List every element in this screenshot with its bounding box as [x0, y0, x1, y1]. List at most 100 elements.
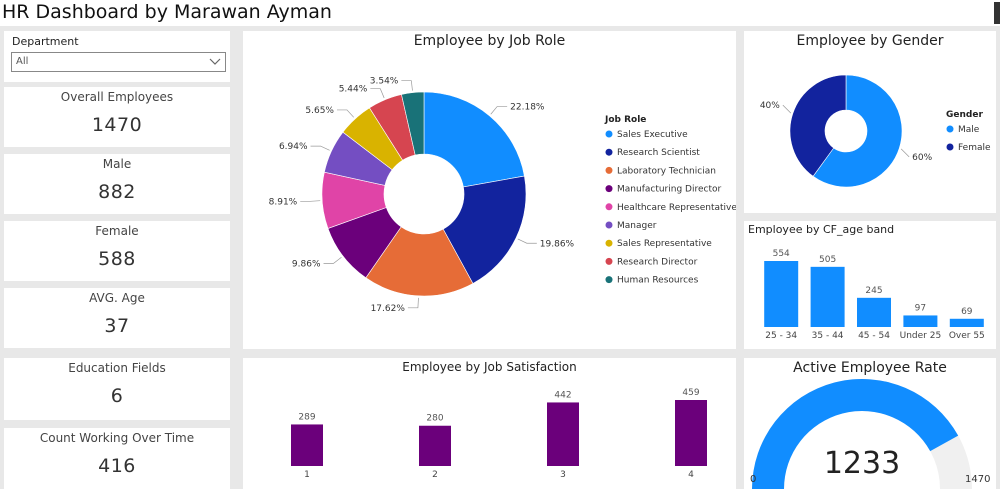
legend-label: Manager [617, 221, 657, 231]
legend-label: Research Scientist [617, 148, 700, 158]
department-dropdown[interactable]: All [11, 52, 226, 72]
chart-title: Employee by Job Role [413, 33, 566, 49]
gender-chart-card: Employee by Gender 60% 40% Gender Male Femal… [744, 31, 996, 213]
legend-marker [605, 221, 613, 229]
legend-marker [605, 130, 613, 138]
legend-label: Female [958, 143, 991, 153]
chart-title: Employee by Gender [796, 33, 944, 49]
leader-line [407, 297, 419, 309]
leader-line [323, 256, 342, 264]
legend-label: Laboratory Technician [617, 166, 716, 176]
data-label: 6.94% [279, 142, 308, 152]
tick-label: 45 - 54 [858, 331, 890, 341]
leader-line [336, 109, 354, 118]
legend-label: Research Director [617, 257, 698, 267]
gauge-value: 1233 [824, 446, 900, 481]
data-label: 505 [819, 255, 836, 265]
tick-label: 25 - 34 [765, 331, 797, 341]
tick-label: 35 - 44 [812, 331, 844, 341]
legend-title: Gender [946, 110, 983, 120]
legend-item[interactable]: Research Scientist [605, 148, 701, 158]
legend-title: Job Role [604, 115, 646, 125]
dropdown-value: All [16, 56, 29, 67]
kpi-label: AVG. Age [89, 291, 145, 305]
job-satisfaction-bar-chart[interactable]: 289 1 280 2 442 3 459 4 [243, 358, 736, 489]
legend-label: Sales Executive [617, 130, 688, 140]
legend-item[interactable]: Healthcare Representative [605, 203, 737, 213]
bar [949, 318, 984, 327]
leader-line [370, 88, 385, 99]
legend-item[interactable]: Manager [605, 221, 657, 231]
legend-marker [946, 143, 954, 151]
active-rate-gauge[interactable]: 1233 0 1470 [744, 358, 996, 489]
legend-marker [605, 166, 613, 174]
data-label: 3.54% [370, 77, 399, 87]
bar [675, 400, 707, 466]
kpi-overall-employees: Overall Employees 1470 [4, 87, 230, 147]
scrollbar[interactable] [994, 2, 1000, 24]
data-label: 17.62% [371, 304, 406, 314]
legend-item[interactable]: Sales Executive [605, 130, 689, 140]
age-band-bar-chart[interactable]: 554 25 - 34 505 35 - 44 245 45 - 54 97 Under 25… [744, 221, 996, 349]
data-label: 280 [426, 414, 443, 424]
kpi-education-fields: Education Fields 6 [4, 358, 230, 420]
data-label: 289 [298, 412, 315, 422]
kpi-label: Female [95, 224, 139, 238]
leader-line [401, 80, 413, 91]
legend-label: Sales Representative [617, 239, 712, 249]
kpi-label: Education Fields [68, 361, 166, 375]
data-label: 554 [773, 249, 790, 259]
leader-line [310, 145, 330, 151]
legend-marker [605, 148, 613, 156]
kpi-value: 882 [98, 181, 136, 203]
bar [810, 266, 845, 327]
legend-item[interactable]: Laboratory Technician [605, 166, 716, 176]
kpi-value: 6 [110, 385, 124, 407]
kpi-female: Female 588 [4, 221, 230, 281]
legend-item[interactable]: Human Resources [605, 276, 699, 286]
kpi-count-overtime: Count Working Over Time 416 [4, 428, 230, 489]
department-slicer: Department All [4, 31, 230, 82]
title-bar: HR Dashboard by Marawan Ayman [0, 0, 1000, 26]
tick-label: 2 [432, 470, 438, 480]
legend-item[interactable]: Sales Representative [605, 239, 713, 249]
legend-item[interactable]: Research Director [605, 257, 698, 267]
bar [764, 261, 799, 327]
job-role-chart-card: Employee by Job Role 22.18% 19.86% 17.62% 9… [243, 31, 736, 349]
tick-label: 3 [560, 470, 566, 480]
bar [903, 315, 938, 327]
legend-item[interactable]: Manufacturing Director [605, 185, 722, 195]
page-title: HR Dashboard by Marawan Ayman [2, 1, 332, 23]
leader-line [782, 104, 792, 114]
leader-line [490, 106, 508, 115]
job-role-donut-chart[interactable]: 22.18% 19.86% 17.62% 9.86% 8.91% 6.94% 5.65% 5.… [243, 31, 736, 349]
chart-title: Active Employee Rate [793, 360, 947, 376]
leader-line [517, 238, 537, 244]
legend-item[interactable]: Female [946, 143, 992, 153]
slice-laboratory-technician [365, 226, 474, 297]
legend-marker [605, 239, 613, 247]
kpi-value: 37 [104, 315, 130, 337]
active-rate-gauge-card: Active Employee Rate 1233 0 1470 [744, 358, 996, 489]
bar [291, 424, 323, 466]
data-label: 69 [961, 307, 973, 317]
legend-marker [605, 276, 613, 284]
chart-title: Employee by Job Satisfaction [402, 360, 577, 374]
bar [547, 402, 579, 466]
data-label: 5.65% [305, 106, 334, 116]
chevron-down-icon [209, 58, 221, 65]
gauge-min-label: 0 [750, 474, 756, 485]
data-label: 22.18% [510, 103, 545, 113]
legend-marker [605, 257, 613, 265]
tick-label: Under 25 [900, 331, 942, 341]
legend-item[interactable]: Male [946, 125, 980, 135]
bar [419, 425, 451, 466]
slice-female [789, 74, 847, 177]
tick-label: Over 55 [949, 331, 985, 341]
leader-line [900, 148, 910, 158]
gender-donut-chart[interactable]: 60% 40% Gender Male Female [744, 31, 996, 213]
slice-sales-executive [423, 91, 525, 188]
kpi-value: 588 [98, 248, 136, 270]
slicer-label: Department [12, 35, 79, 48]
data-label: 97 [915, 303, 926, 313]
